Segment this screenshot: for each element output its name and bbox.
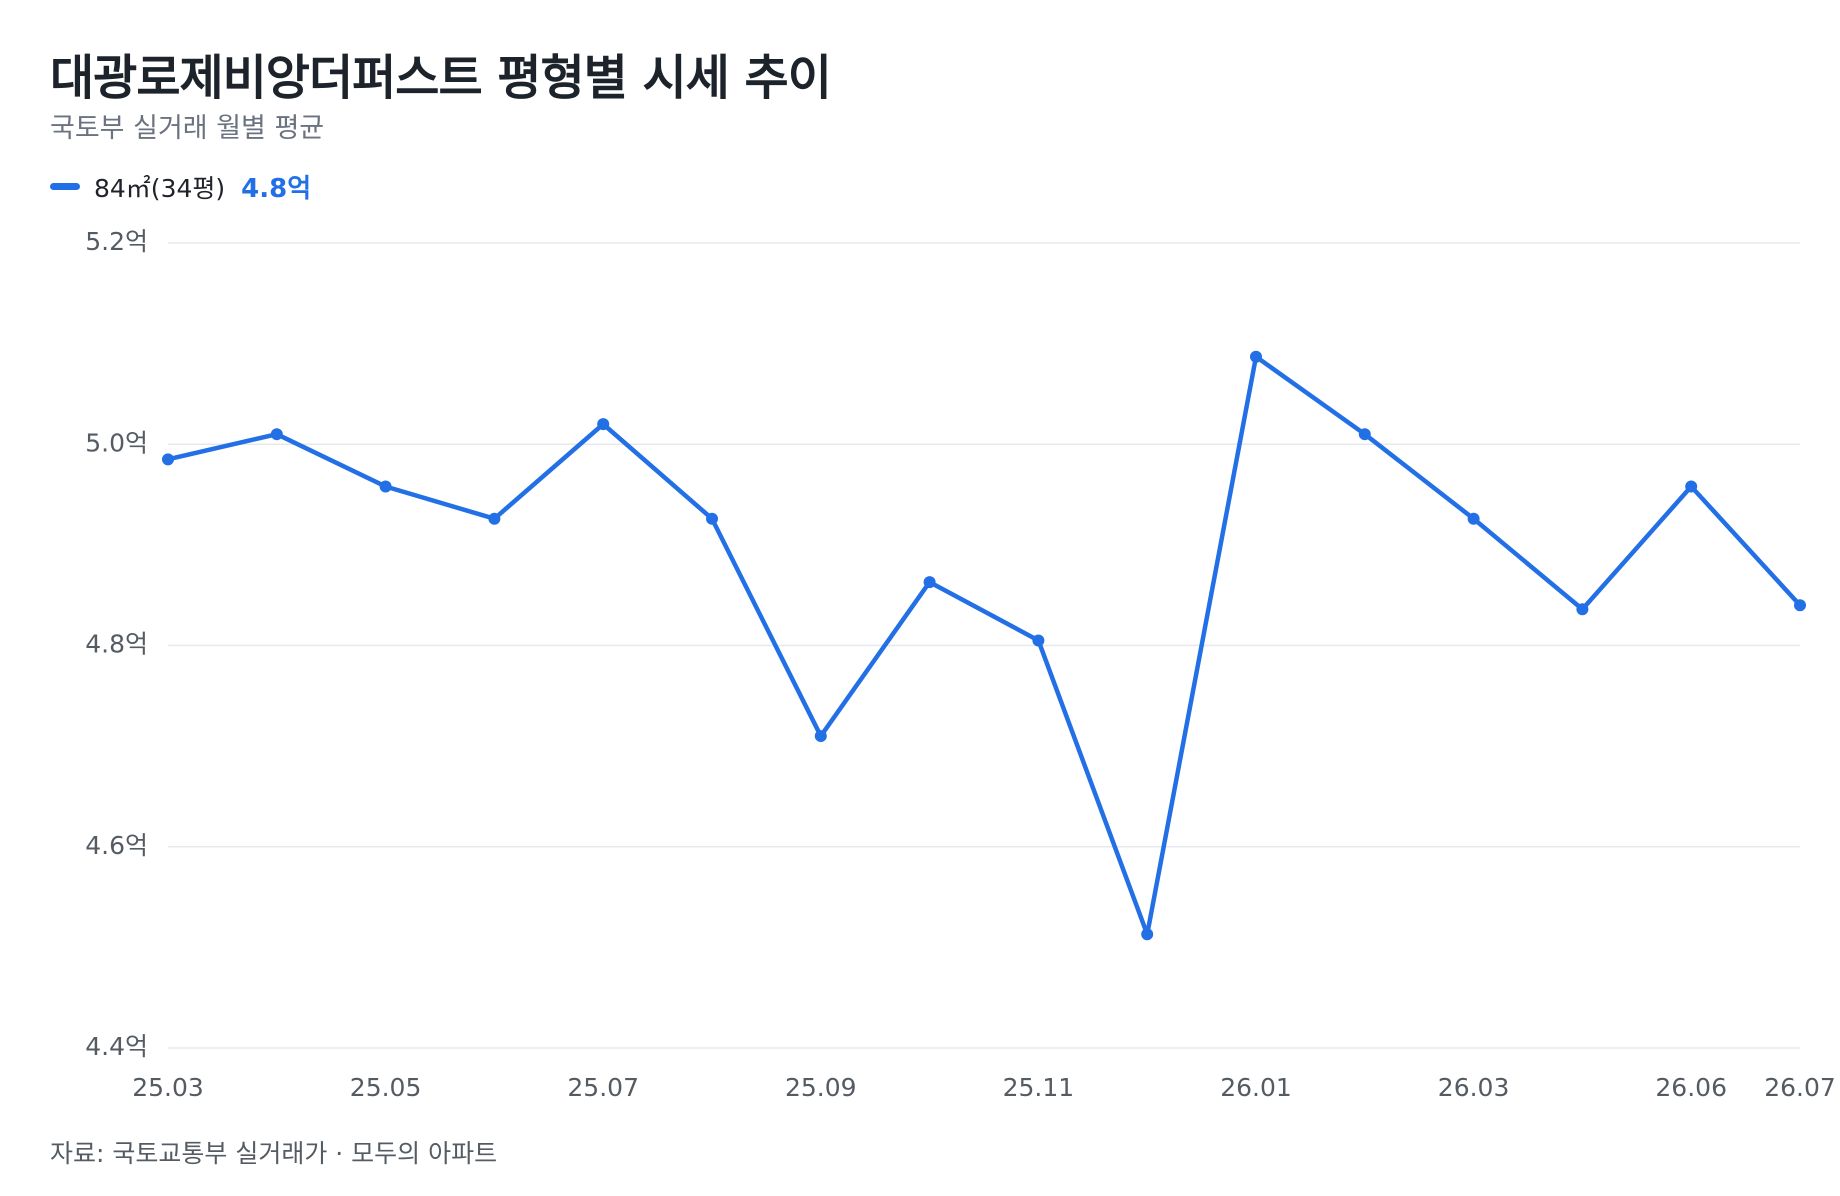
y-tick-label: 4.4억 <box>85 1032 148 1061</box>
x-tick-label: 25.11 <box>1003 1073 1075 1102</box>
grid-lines <box>168 242 1800 1049</box>
data-point[interactable] <box>162 453 174 466</box>
data-point[interactable] <box>1576 603 1589 616</box>
data-point[interactable] <box>1032 634 1045 647</box>
legend-series-name: 84㎡(34평) <box>94 173 226 203</box>
x-tick-label: 25.09 <box>785 1073 857 1102</box>
series-84-line <box>165 354 1803 937</box>
series-line <box>165 354 1803 937</box>
data-point[interactable] <box>1250 350 1262 363</box>
legend: 84㎡(34평) 4.8억 <box>50 168 311 205</box>
x-tick-label: 25.03 <box>132 1073 204 1102</box>
data-point[interactable] <box>379 480 392 493</box>
x-tick-label: 26.07 <box>1764 1073 1836 1102</box>
y-axis-ticks: 4.4억 4.6억 4.8억 5.0억 5.2억 <box>85 227 148 1061</box>
data-point[interactable] <box>270 428 283 441</box>
data-point[interactable] <box>1467 512 1480 525</box>
x-tick-label: 25.05 <box>350 1073 422 1102</box>
legend-latest-value: 4.8억 <box>241 174 312 204</box>
data-point[interactable] <box>1685 480 1698 493</box>
chart-subtitle: 국토부 실거래 월별 평균 <box>50 113 325 144</box>
y-tick-label: 4.8억 <box>85 630 148 659</box>
x-tick-label: 25.07 <box>567 1073 639 1102</box>
y-tick-label: 5.0억 <box>85 428 148 457</box>
data-point[interactable] <box>597 418 610 431</box>
y-tick-label: 5.2억 <box>85 227 148 256</box>
data-points <box>162 350 1806 941</box>
data-point[interactable] <box>814 730 827 743</box>
y-tick-label: 4.6억 <box>85 831 148 860</box>
data-point[interactable] <box>1358 428 1371 441</box>
x-tick-label: 26.01 <box>1220 1073 1292 1102</box>
x-tick-label: 26.03 <box>1438 1073 1510 1102</box>
source-footer: 자료: 국토교통부 실거래가 · 모두의 아파트 <box>50 1139 498 1168</box>
data-point[interactable] <box>706 512 718 525</box>
x-tick-label: 26.06 <box>1655 1073 1727 1102</box>
data-point[interactable] <box>1794 599 1806 612</box>
data-point[interactable] <box>1141 928 1154 941</box>
data-point[interactable] <box>923 576 936 589</box>
chart-title: 대광로제비앙더퍼스트 평형별 시세 추이 <box>50 50 832 106</box>
data-point[interactable] <box>488 512 501 525</box>
x-axis-ticks: 25.03 25.05 25.07 25.09 25.11 26.01 26.03 26.06… <box>132 1073 1836 1102</box>
legend-swatch <box>50 183 80 190</box>
